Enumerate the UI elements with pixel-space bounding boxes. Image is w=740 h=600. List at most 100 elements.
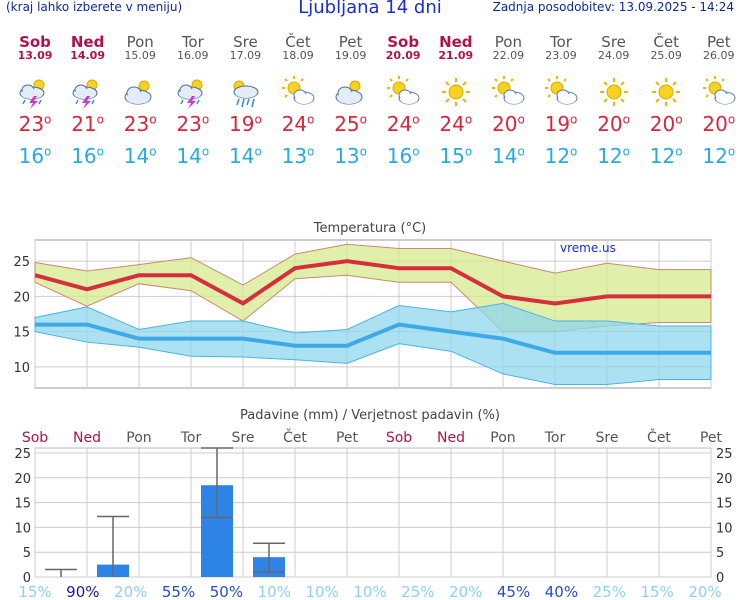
y-tick-label: 15: [13, 326, 30, 341]
category-label: Čet: [647, 428, 671, 446]
max-temperature: 25o: [325, 112, 377, 136]
precipitation-probability: 90%: [66, 583, 99, 600]
day-column-2: Pon 15.09: [114, 34, 166, 62]
max-value: 23: [123, 112, 150, 136]
category-label: Pet: [336, 430, 359, 446]
precipitation-probability: 55%: [162, 583, 195, 600]
precipitation-chart: Padavine (mm) / Verjetnost padavin (%) So…: [14, 408, 733, 600]
day-column-4: Sre 17.09: [219, 34, 271, 62]
degree-sign: o: [412, 112, 420, 127]
partly-cloudy-icon: [488, 75, 528, 109]
day-date: 24.09: [597, 49, 630, 62]
min-value: 16: [18, 144, 45, 168]
min-value: 13: [281, 144, 308, 168]
max-value: 19: [228, 112, 255, 136]
degree-sign: o: [254, 144, 262, 159]
y-tick-label: 20: [13, 290, 30, 305]
degree-sign: o: [464, 144, 473, 159]
y-tick-label: 25: [13, 255, 30, 270]
watermark: vreme.us: [560, 241, 616, 255]
day-name: Sob: [19, 33, 51, 51]
day-name: Sre: [233, 33, 258, 51]
y-tick-label: 10: [13, 361, 30, 376]
precipitation-probability: 45%: [497, 583, 530, 600]
degree-sign: o: [44, 112, 52, 127]
day-column-10: Tor 23.09: [535, 34, 587, 62]
day-date: 19.09: [334, 49, 367, 62]
day-column-12: Čet 25.09: [640, 34, 692, 62]
max-temperature: 19o: [219, 112, 271, 136]
category-label: Pon: [126, 430, 151, 446]
max-temperature: 23o: [114, 112, 166, 136]
max-value: 25: [334, 112, 360, 136]
day-column-0: Sob 13.09: [9, 34, 61, 62]
sunny-icon: [594, 75, 634, 109]
max-temperature: 20o: [588, 112, 640, 136]
y-tick-label-left: 5: [23, 546, 31, 561]
max-temperature: 24o: [430, 112, 482, 136]
partly-cloudy-icon: [278, 75, 318, 109]
degree-sign: o: [149, 112, 157, 127]
partly-cloudy-icon: [383, 75, 423, 109]
category-label: Sob: [386, 430, 412, 446]
day-name: Pon: [494, 33, 522, 51]
precipitation-probability: 25%: [401, 583, 434, 600]
min-value: 16: [71, 144, 97, 168]
thunderstorm-icon: [15, 75, 55, 109]
temperature-chart: Temperatura (°C) 10 15 20 25 vreme.us: [13, 221, 712, 389]
degree-sign: o: [307, 144, 315, 159]
min-temperature: 14o: [219, 144, 271, 168]
y-tick-label-right: 10: [716, 521, 733, 536]
last-updated: Zadnja posodobitev: 13.09.2025 - 14:24: [492, 0, 734, 14]
min-temperature: 14o: [167, 144, 219, 168]
day-column-8: Ned 21.09: [430, 34, 482, 62]
min-value: 14: [228, 144, 255, 168]
day-name: Ned: [70, 33, 105, 51]
min-temperature: 16o: [377, 144, 429, 168]
precipitation-probability: 10%: [305, 583, 338, 600]
y-tick-label-right: 5: [716, 546, 724, 561]
degree-sign: o: [517, 144, 525, 159]
max-temperature: 21o: [62, 112, 114, 136]
thunderstorm-icon: [68, 75, 108, 109]
degree-sign: o: [201, 112, 210, 127]
y-tick-label-left: 25: [14, 447, 31, 462]
day-name: Pet: [706, 33, 731, 51]
max-value: 19: [544, 112, 571, 136]
chart-title: Temperatura (°C): [313, 221, 426, 236]
degree-sign: o: [570, 144, 578, 159]
day-date: 14.09: [70, 49, 105, 62]
max-value: 24: [281, 112, 308, 136]
max-temperature: 20o: [482, 112, 534, 136]
min-temperature: 15o: [430, 144, 482, 168]
y-tick-label-left: 10: [14, 521, 31, 536]
degree-sign: o: [201, 144, 210, 159]
day-date: 23.09: [545, 49, 577, 62]
day-column-6: Pet 19.09: [325, 34, 377, 62]
max-temperature-range: [34, 243, 712, 333]
min-value: 13: [334, 144, 360, 168]
precipitation-probability: 15%: [640, 583, 673, 600]
max-value: 23: [176, 112, 202, 136]
degree-sign: o: [464, 112, 473, 127]
degree-sign: o: [675, 144, 683, 159]
max-temperature-line: [34, 259, 711, 306]
degree-sign: o: [727, 144, 736, 159]
rain-sun-icon: [225, 75, 265, 109]
y-tick-label-right: 0: [716, 571, 724, 586]
max-value: 24: [439, 112, 465, 136]
day-date: 26.09: [703, 49, 735, 62]
degree-sign: o: [412, 144, 420, 159]
degree-sign: o: [254, 112, 262, 127]
day-name: Čet: [285, 33, 311, 51]
plot-area: [34, 447, 712, 578]
day-name: Tor: [181, 33, 204, 51]
min-temperature: 14o: [482, 144, 534, 168]
day-date: 15.09: [124, 49, 156, 62]
min-temperature: 13o: [325, 144, 377, 168]
day-date: 21.09: [438, 49, 474, 62]
category-label: Tor: [544, 430, 566, 446]
degree-sign: o: [570, 112, 578, 127]
min-value: 15: [439, 144, 465, 168]
min-temperature: 16o: [9, 144, 61, 168]
